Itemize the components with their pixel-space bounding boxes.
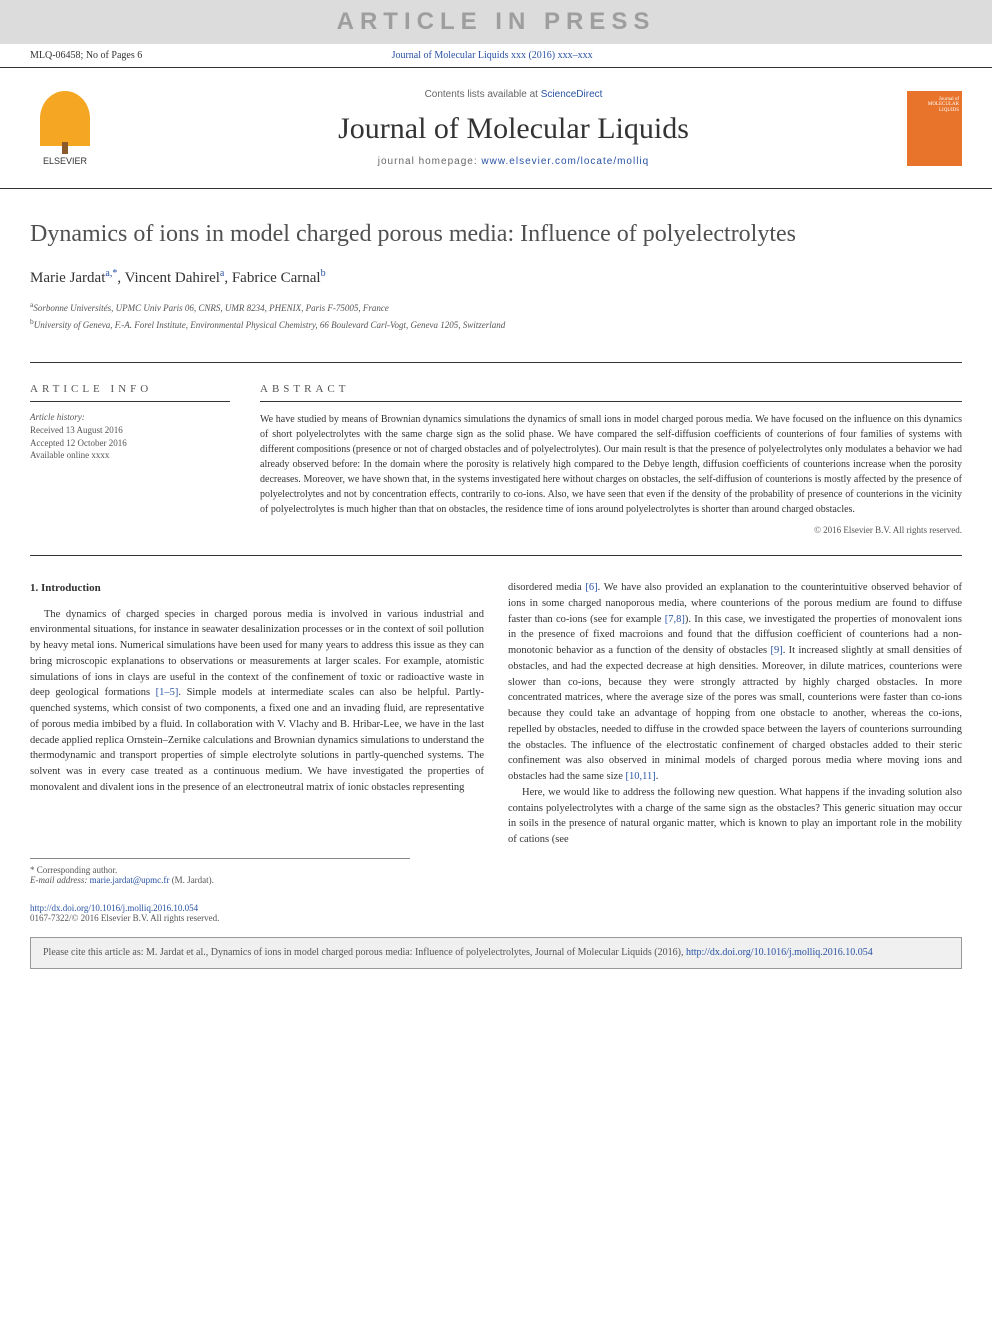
author-2: Vincent Dahirel bbox=[125, 270, 220, 286]
body-text: 1. Introduction The dynamics of charged … bbox=[0, 556, 992, 858]
affiliation-a: Sorbonne Universités, UPMC Univ Paris 06… bbox=[33, 303, 388, 313]
contents-available-line: Contents lists available at ScienceDirec… bbox=[120, 89, 907, 100]
article-info-block: ARTICLE INFO Article history: Received 1… bbox=[30, 383, 230, 535]
ref-7-8-link[interactable]: [7,8] bbox=[665, 614, 685, 625]
author-1: Marie Jardat bbox=[30, 270, 105, 286]
section-1-heading: 1. Introduction bbox=[30, 580, 484, 597]
footnotes: * Corresponding author. E-mail address: … bbox=[30, 858, 410, 895]
elsevier-label: ELSEVIER bbox=[43, 156, 87, 166]
corresponding-email-link[interactable]: marie.jardat@upmc.fr bbox=[90, 875, 170, 885]
doi-block: http://dx.doi.org/10.1016/j.molliq.2016.… bbox=[0, 895, 992, 931]
journal-homepage-line: journal homepage: www.elsevier.com/locat… bbox=[120, 156, 907, 167]
author-list: Marie Jardata,*, Vincent Dahirela, Fabri… bbox=[30, 268, 962, 287]
history-label: Article history: bbox=[30, 412, 230, 422]
issn-copyright: 0167-7322/© 2016 Elsevier B.V. All right… bbox=[30, 913, 962, 923]
journal-header: ELSEVIER Contents lists available at Sci… bbox=[0, 68, 992, 189]
intro-paragraph-1-cont: disordered media [6]. We have also provi… bbox=[508, 580, 962, 785]
doi-link[interactable]: http://dx.doi.org/10.1016/j.molliq.2016.… bbox=[30, 903, 198, 913]
cover-label: Journal of MOLECULAR LIQUIDS bbox=[928, 97, 959, 114]
received-date: Received 13 August 2016 bbox=[30, 424, 230, 437]
corresponding-author-note: * Corresponding author. bbox=[30, 865, 410, 875]
column-right: disordered media [6]. We have also provi… bbox=[508, 580, 962, 848]
ref-9-link[interactable]: [9] bbox=[770, 645, 782, 656]
column-left: 1. Introduction The dynamics of charged … bbox=[30, 580, 484, 848]
affiliation-b: University of Geneva, F.-A. Forel Instit… bbox=[34, 320, 506, 330]
abstract-heading: ABSTRACT bbox=[260, 383, 962, 402]
citation-box: Please cite this article as: M. Jardat e… bbox=[30, 937, 962, 969]
article-title: Dynamics of ions in model charged porous… bbox=[30, 219, 962, 250]
abstract-text: We have studied by means of Brownian dyn… bbox=[260, 412, 962, 517]
citation-text: Please cite this article as: M. Jardat e… bbox=[43, 947, 686, 958]
affiliations: aSorbonne Universités, UPMC Univ Paris 0… bbox=[30, 299, 962, 332]
journal-homepage-link[interactable]: www.elsevier.com/locate/molliq bbox=[481, 156, 649, 167]
accepted-date: Accepted 12 October 2016 bbox=[30, 437, 230, 450]
journal-cover-thumbnail: Journal of MOLECULAR LIQUIDS bbox=[907, 91, 962, 166]
email-suffix: (M. Jardat). bbox=[169, 875, 214, 885]
article-info-heading: ARTICLE INFO bbox=[30, 383, 230, 402]
abstract-block: ABSTRACT We have studied by means of Bro… bbox=[260, 383, 962, 535]
ref-10-11-link[interactable]: [10,11] bbox=[626, 771, 656, 782]
author-3-affil: b bbox=[321, 268, 326, 279]
homepage-prefix: journal homepage: bbox=[378, 156, 482, 167]
author-1-affil: a,* bbox=[105, 268, 117, 279]
manuscript-ref: MLQ-06458; No of Pages 6 bbox=[30, 50, 142, 61]
sciencedirect-link[interactable]: ScienceDirect bbox=[541, 89, 603, 100]
email-label: E-mail address: bbox=[30, 875, 90, 885]
intro-paragraph-1: The dynamics of charged species in charg… bbox=[30, 607, 484, 796]
article-in-press-banner: ARTICLE IN PRESS bbox=[0, 0, 992, 44]
email-line: E-mail address: marie.jardat@upmc.fr (M.… bbox=[30, 875, 410, 885]
online-date: Available online xxxx bbox=[30, 449, 230, 462]
ref-6-link[interactable]: [6] bbox=[585, 582, 597, 593]
abstract-copyright: © 2016 Elsevier B.V. All rights reserved… bbox=[260, 525, 962, 535]
elsevier-tree-icon bbox=[40, 91, 90, 146]
journal-citation: Journal of Molecular Liquids xxx (2016) … bbox=[142, 50, 842, 61]
contents-prefix: Contents lists available at bbox=[425, 89, 541, 100]
journal-name: Journal of Molecular Liquids bbox=[120, 112, 907, 146]
author-3: Fabrice Carnal bbox=[232, 270, 321, 286]
author-2-affil: a bbox=[220, 268, 224, 279]
intro-paragraph-2: Here, we would like to address the follo… bbox=[508, 785, 962, 848]
elsevier-logo: ELSEVIER bbox=[30, 88, 100, 168]
ref-1-5-link[interactable]: [1–5] bbox=[156, 687, 179, 698]
header-top-bar: MLQ-06458; No of Pages 6 Journal of Mole… bbox=[0, 44, 992, 68]
citation-doi-link[interactable]: http://dx.doi.org/10.1016/j.molliq.2016.… bbox=[686, 947, 873, 958]
